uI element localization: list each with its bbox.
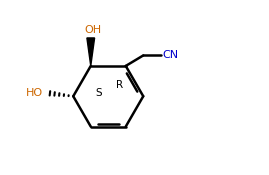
Text: CN: CN [162,50,179,60]
Text: R: R [116,80,123,90]
Text: S: S [95,88,102,98]
Text: OH: OH [84,25,101,35]
Polygon shape [87,38,95,66]
Text: HO: HO [26,88,43,98]
